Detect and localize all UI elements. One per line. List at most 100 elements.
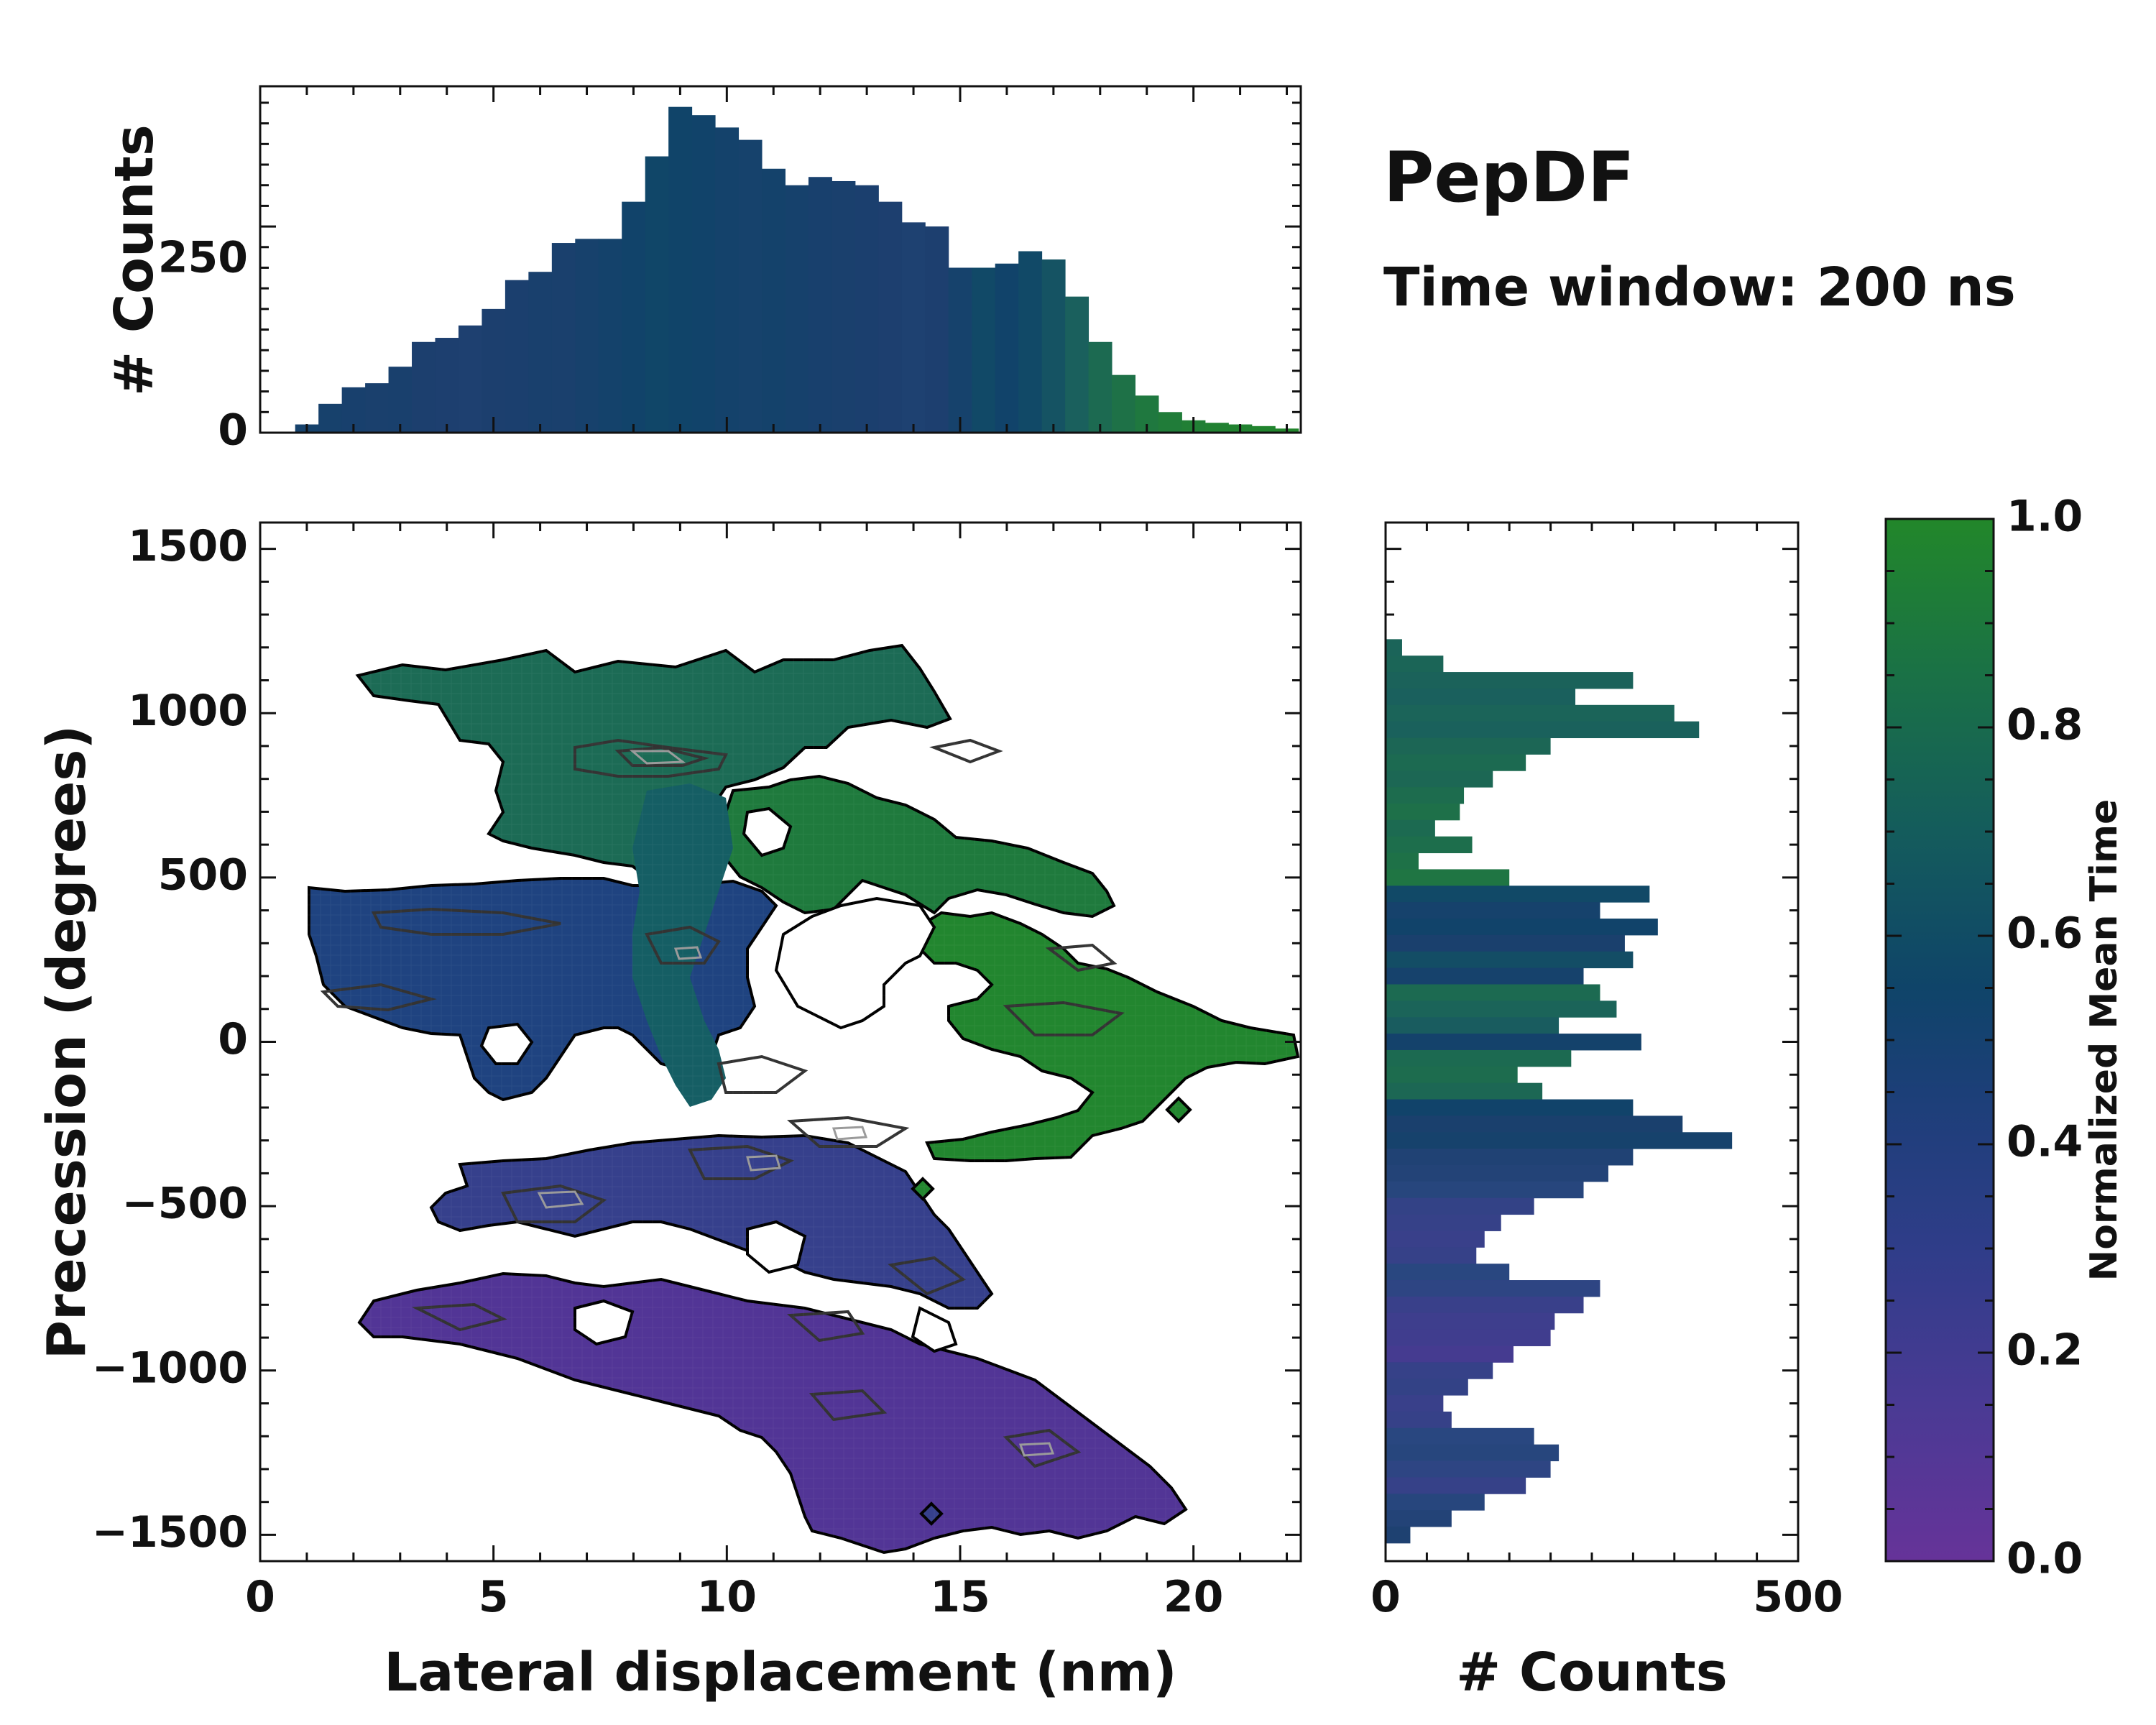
top-hist-bar [995, 263, 1019, 433]
right-hist-bar [1386, 1082, 1543, 1100]
right-hist-bar [1386, 1116, 1683, 1133]
top-histogram-bars [295, 106, 1299, 433]
colorbar-tick-label: 0.6 [2007, 908, 2083, 959]
right-hist-bar [1386, 704, 1674, 722]
top-hist-bar [1065, 296, 1089, 433]
right-hist-bar [1386, 688, 1576, 706]
right-hist-bar [1386, 1230, 1485, 1248]
right-hist-bar [1386, 1395, 1444, 1412]
top-hist-bar [412, 341, 436, 433]
top-hist-bar [808, 177, 832, 433]
top-hist-bar [528, 272, 553, 433]
top-hist-bar [388, 367, 413, 433]
right-hist-bar [1386, 1346, 1514, 1363]
main-ylabel: Precession (degrees) [36, 725, 98, 1359]
top-hist-bar [668, 106, 693, 433]
top-hist-bar [318, 403, 343, 433]
colorbar-tick-labels: 0.0 0.2 0.4 0.6 0.8 1.0 [2007, 492, 2083, 1584]
top-hist-bar [622, 201, 646, 433]
main-xtick-label: 5 [479, 1572, 509, 1622]
right-histogram-ticks [1384, 523, 1800, 1561]
right-hist-bar [1386, 1149, 1634, 1166]
main-ytick-label: −1500 [92, 1507, 248, 1558]
right-hist-bar [1386, 721, 1700, 739]
top-hist-bar [1041, 259, 1066, 433]
top-hist-bar [878, 201, 903, 433]
right-histogram: 0 500 # Counts [1370, 521, 1843, 1703]
colorbar-tick-label: 0.8 [2007, 700, 2083, 750]
top-hist-bar [831, 180, 856, 433]
right-hist-bar [1386, 1197, 1534, 1215]
top-hist-bar [1204, 423, 1229, 433]
top-hist-bar [551, 243, 576, 433]
right-histogram-bars [1386, 639, 1733, 1544]
right-hist-bar [1386, 1329, 1551, 1346]
top-hist-bar [762, 168, 786, 433]
main-heatmap: 0 5 10 15 20 −1500 −1000 −500 0 500 1000 1500 Late… [36, 521, 1798, 1703]
right-hist-bar [1386, 770, 1493, 788]
top-hist-bar [435, 338, 459, 433]
main-ytick-label: 1500 [128, 521, 248, 571]
right-hist-bar [1386, 1164, 1608, 1182]
main-xtick-label: 15 [930, 1572, 990, 1622]
right-hist-bar [1386, 1427, 1534, 1445]
right-hist-bar [1386, 803, 1460, 821]
top-hist-bar [482, 308, 506, 433]
top-ytick-label-0: 0 [218, 405, 248, 456]
right-hist-bar [1386, 1477, 1526, 1494]
right-hist-bar [1386, 754, 1526, 771]
colorbar-tick-label: 0.4 [2007, 1117, 2083, 1167]
main-ytick-label: −500 [121, 1179, 248, 1229]
right-hist-bar [1386, 819, 1435, 837]
right-hist-bar [1386, 1099, 1634, 1116]
right-hist-bar [1386, 1247, 1477, 1264]
colorbar-tick-label: 0.0 [2007, 1534, 2083, 1584]
right-hist-bar [1386, 951, 1634, 969]
right-hist-bar [1386, 1510, 1452, 1527]
top-histogram: 250 0 # Counts [103, 85, 1302, 456]
top-hist-bar [645, 156, 669, 433]
top-hist-bar [598, 239, 622, 433]
right-hist-bar [1386, 656, 1444, 673]
right-hist-bar [1386, 1017, 1560, 1034]
right-hist-bar [1386, 1264, 1510, 1281]
right-hist-bar [1386, 1460, 1551, 1478]
right-hist-bar [1386, 1214, 1501, 1231]
colorbar-tick-label: 0.2 [2007, 1325, 2083, 1376]
top-hist-bar [901, 222, 926, 433]
top-hist-bar [738, 139, 763, 433]
right-hist-bar [1386, 967, 1584, 985]
right-hist-bar [1386, 1526, 1411, 1544]
main-xlabel: Lateral displacement (nm) [384, 1642, 1176, 1703]
top-hist-bar [365, 383, 390, 433]
top-hist-bar [854, 185, 879, 433]
colorbar-tick-label: 1.0 [2007, 492, 2083, 542]
right-hist-bar [1386, 787, 1465, 804]
top-ytick-label-250: 250 [158, 233, 248, 283]
heatmap-regions [260, 523, 1301, 1561]
main-xtick-label: 20 [1164, 1572, 1224, 1622]
right-hist-bar [1386, 1181, 1584, 1199]
main-xtick-label: 10 [697, 1572, 757, 1622]
top-hist-bar [505, 280, 529, 433]
top-hist-bar [972, 267, 996, 433]
right-hist-bar [1386, 1494, 1485, 1511]
right-hist-bar [1386, 1362, 1493, 1379]
right-hist-bar [1386, 1132, 1733, 1149]
colorbar-label: Normalized Mean Time [2083, 799, 2126, 1282]
top-hist-bar [1088, 341, 1112, 433]
right-hist-bar [1386, 1280, 1600, 1297]
right-hist-bar [1386, 1000, 1617, 1018]
right-hist-bar [1386, 737, 1551, 755]
right-hist-bar [1386, 1379, 1468, 1396]
right-hist-bar [1386, 919, 1658, 936]
colorbar-body [1884, 518, 1995, 1563]
colorbar: 0.0 0.2 0.4 0.6 0.8 1.0 Normalized Mean Time [1884, 492, 2126, 1584]
top-hist-bar [785, 185, 809, 433]
top-hist-bar [715, 127, 740, 433]
top-hist-bar [575, 239, 599, 433]
right-hist-bar [1386, 984, 1600, 1001]
right-hist-bar [1386, 639, 1402, 656]
main-xtick-label: 0 [245, 1572, 275, 1622]
